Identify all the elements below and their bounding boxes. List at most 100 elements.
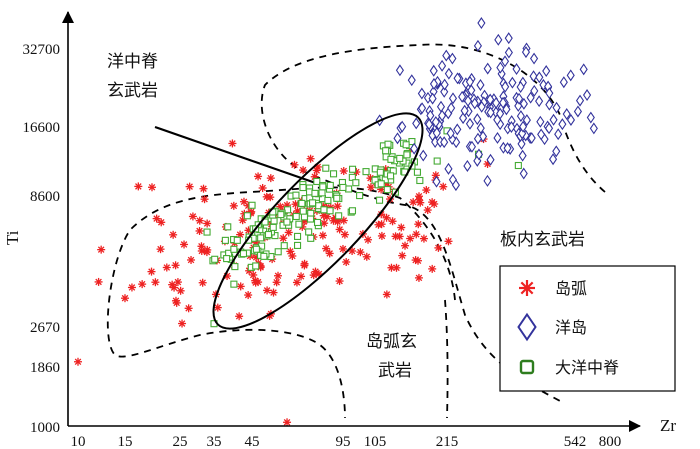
point-ocean-island [544,122,554,135]
point-island-arc [120,294,129,303]
point-island-arc [258,184,267,193]
point-ocean-island [453,123,462,136]
point-mid-ocean-ridge [305,228,313,236]
point-mid-ocean-ridge [211,255,219,263]
point-mid-ocean-ridge [309,199,317,207]
point-island-arc [262,192,271,201]
point-mid-ocean-ridge [230,245,238,253]
point-mid-ocean-ridge [293,241,302,249]
point-ocean-island [432,175,441,188]
y-tick-label: 2670 [30,320,60,336]
point-island-arc [151,278,160,287]
point-mid-ocean-ridge [252,245,260,253]
point-island-arc [74,357,82,366]
point-island-arc [228,139,237,148]
x-tick-label: 25 [173,434,188,449]
point-island-arc [297,272,306,281]
point-island-arc [439,182,448,191]
point-mid-ocean-ridge [386,172,395,180]
point-ocean-island [529,70,538,83]
point-island-arc [382,290,391,299]
point-island-arc [322,244,331,253]
point-ocean-island [477,100,486,113]
point-island-arc [428,264,437,273]
region-label-within-plate: 板内玄武岩 [500,230,585,250]
legend-label-ocean-island: 洋岛 [555,318,587,337]
point-island-arc [342,257,351,266]
point-island-arc [422,186,431,195]
point-island-arc [195,216,204,225]
point-mid-ocean-ridge [260,252,268,260]
legend: 岛弧 洋岛 大洋中脊 [499,265,676,392]
point-island-arc [266,174,275,183]
point-island-arc [200,195,209,204]
island-arc-outer-boundary [106,186,456,419]
x-tick-label: 45 [245,434,260,449]
point-ocean-island [589,122,598,135]
point-mid-ocean-ridge [320,206,328,214]
point-island-arc [168,280,177,289]
point-ocean-island [473,132,483,145]
point-ocean-island [558,118,567,131]
x-tick-label: 15 [118,434,133,449]
x-tick-label: 105 [364,434,387,449]
point-ocean-island [467,84,476,97]
y-tick-labels: 32700 16600 8600 2670 1860 1000 [23,42,61,436]
point-ocean-island [438,59,447,72]
point-ocean-island [486,153,495,166]
point-island-arc [444,237,453,246]
point-ocean-island [515,92,524,105]
point-mid-ocean-ridge [224,223,232,231]
point-mid-ocean-ridge [335,212,343,220]
point-island-arc [397,223,406,232]
point-ocean-island [444,162,453,175]
point-ocean-island [428,92,437,105]
point-ocean-island [453,72,462,85]
point-island-arc [325,249,334,258]
point-island-arc [169,230,178,239]
point-mid-ocean-ridge [375,196,384,204]
point-mid-ocean-ridge [231,263,239,271]
point-island-arc [299,166,308,175]
legend-marker-ocean-island [517,312,537,342]
point-ocean-island [407,74,416,87]
point-island-arc [335,225,344,234]
point-ocean-island [582,89,592,101]
point-ocean-island [448,92,458,105]
point-ocean-island [429,64,438,77]
point-mid-ocean-ridge [413,168,421,176]
point-ocean-island [494,33,503,46]
point-mid-ocean-ridge [277,211,285,219]
point-mid-ocean-ridge [352,179,360,187]
legend-symbol [517,312,537,342]
point-island-arc [323,212,332,221]
point-mid-ocean-ridge [233,236,241,244]
point-island-arc [171,296,180,305]
point-mid-ocean-ridge [203,228,211,236]
point-island-arc [284,228,293,237]
y-tick-label: 1860 [30,360,60,376]
point-island-arc [335,277,344,286]
point-ocean-island [552,101,561,114]
point-island-arc [401,241,410,250]
point-island-arc [251,278,260,287]
point-ocean-island [493,131,502,144]
point-island-arc [244,291,253,300]
point-mid-ocean-ridge [416,176,424,185]
point-ocean-island [517,137,526,150]
point-ocean-island [465,117,475,130]
point-island-arc [364,235,373,244]
point-ocean-island [536,115,545,128]
point-mid-ocean-ridge [283,218,291,226]
point-ocean-island [504,46,513,59]
point-ocean-island [579,63,588,76]
point-mid-ocean-ridge [362,168,370,176]
x-tick-labels: 10 15 25 35 45 95 105 215 542 800 [71,434,622,449]
point-ocean-island [566,114,576,126]
point-island-arc [398,251,407,260]
point-mid-ocean-ridge [298,199,306,207]
point-mid-ocean-ridge [299,207,307,215]
point-island-arc [254,172,263,181]
point-island-arc [157,218,166,227]
point-ocean-island [438,109,447,122]
